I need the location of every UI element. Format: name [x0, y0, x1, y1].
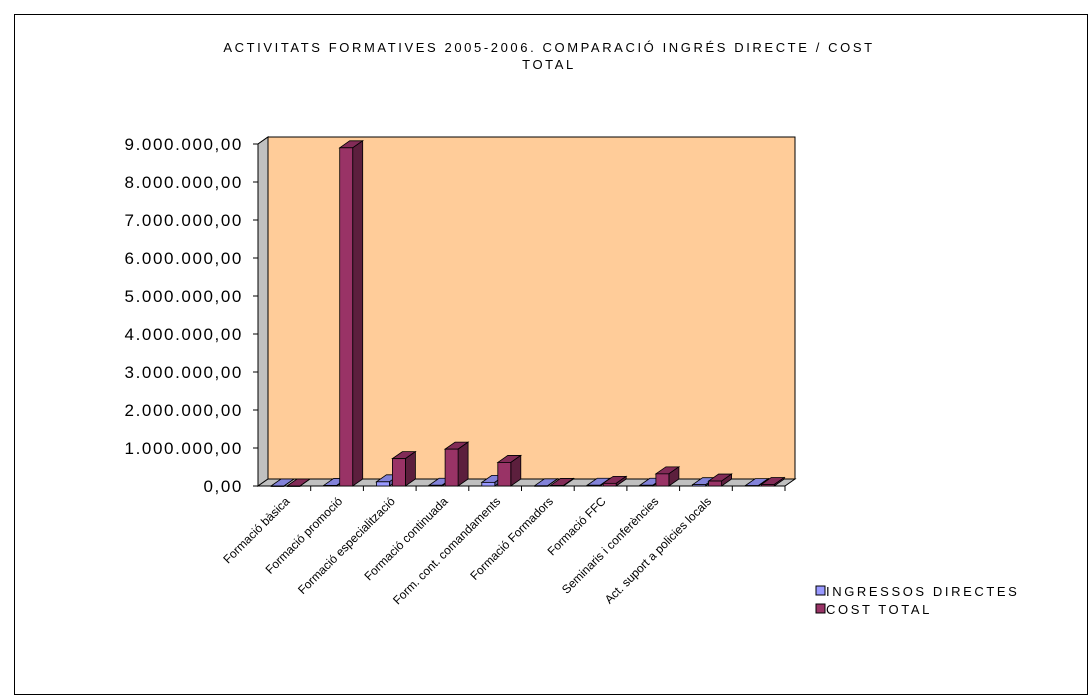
bar-front: [391, 458, 406, 487]
bar-front: [639, 484, 654, 487]
bar-side: [299, 478, 311, 487]
y-tick-label: 7.000.000,00: [125, 211, 243, 230]
y-tick-label: 1.000.000,00: [125, 439, 243, 458]
y-tick-label: 4.000.000,00: [125, 325, 243, 344]
bar-front: [550, 485, 564, 487]
y-tick-label: 9.000.000,00: [125, 135, 243, 154]
bar-cost-total: [496, 454, 523, 487]
bar-ingressos: [269, 478, 296, 487]
bar-cost-total: [654, 466, 681, 487]
bar-cost-total: [285, 478, 312, 487]
x-tick-label: Act. suport a policies locals: [602, 494, 714, 606]
legend-swatch: [815, 585, 826, 596]
plot-back-wall: [257, 136, 796, 480]
bar-side: [283, 478, 295, 487]
x-tick-label: Formació especialització: [295, 494, 398, 597]
chart-title-line: TOTAL: [522, 57, 576, 72]
bar-front: [481, 481, 496, 487]
bar-cost-total: [760, 476, 786, 487]
y-tick-label: 3.000.000,00: [125, 363, 243, 382]
bar-side: [352, 140, 364, 487]
plot-side-wall: [257, 136, 269, 487]
bar-front: [375, 481, 390, 487]
bar-cost-total: [601, 475, 628, 487]
bar-front: [708, 480, 722, 487]
bar-cost-total: [338, 140, 364, 487]
legend-label: COST TOTAL: [826, 602, 932, 617]
bar-front: [428, 484, 443, 487]
bar-front: [655, 473, 670, 487]
bar-front: [744, 485, 759, 487]
bar-front: [497, 462, 512, 487]
y-tick-label: 8.000.000,00: [125, 173, 243, 192]
bar-front: [760, 484, 775, 487]
bar-cost-total: [391, 450, 417, 487]
bar-front: [323, 485, 338, 487]
y-tick-label: 5.000.000,00: [125, 287, 243, 306]
bar-ingressos: [533, 478, 559, 487]
bar-cost-total: [549, 477, 575, 487]
bar-front: [286, 485, 301, 487]
bar-ingressos: [744, 477, 770, 487]
y-tick-label: 0,00: [204, 477, 244, 496]
legend: INGRESSOS DIRECTES COST TOTAL: [815, 584, 1019, 617]
x-tick-label: Form. cont. comandaments: [390, 494, 503, 607]
bar-cost-total: [443, 441, 470, 487]
bar-front: [692, 484, 706, 487]
x-tick-label: Seminaris i conferències: [559, 494, 661, 596]
y-tick-label: 2.000.000,00: [125, 401, 243, 420]
bar-front: [534, 485, 548, 487]
bar-front: [602, 482, 617, 487]
y-tick-label: 6.000.000,00: [125, 249, 243, 268]
bar-cost-total: [707, 473, 733, 487]
bar-front: [586, 484, 601, 487]
legend-swatch: [815, 603, 826, 614]
bar-side: [457, 441, 469, 487]
bar-front: [444, 448, 459, 487]
chart-title-line: ACTIVITATS FORMATIVES 2005-2006. COMPARA…: [223, 40, 874, 55]
bar-front: [270, 485, 285, 487]
bar-front: [339, 147, 354, 487]
legend-label: INGRESSOS DIRECTES: [826, 584, 1019, 599]
